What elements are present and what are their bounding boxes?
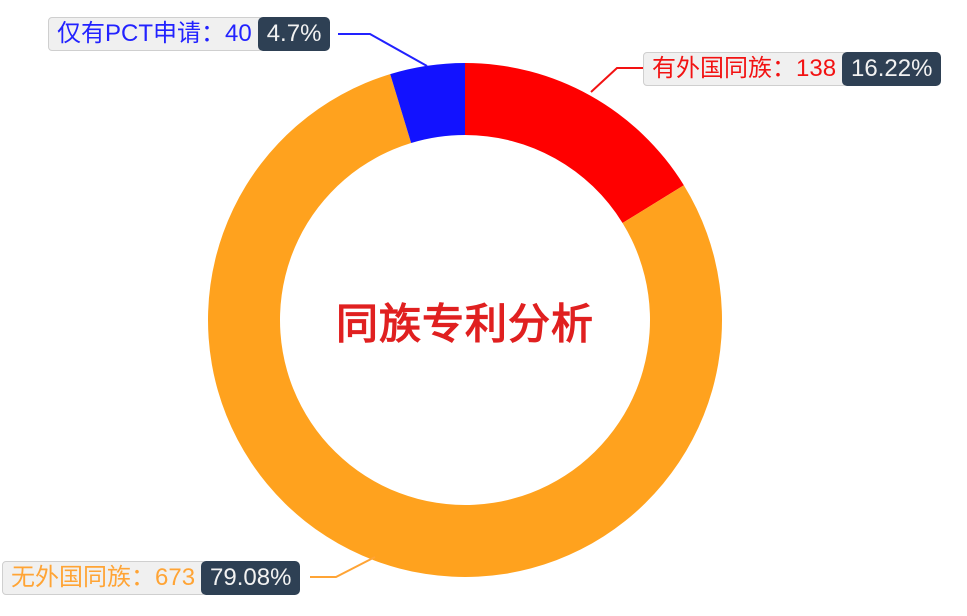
donut-segment-pct-only[interactable]	[390, 63, 465, 144]
callout-foreign-family-label: 有外国同族：138	[643, 52, 848, 86]
callout-no-foreign-family-label: 无外国同族：673	[2, 561, 207, 595]
callout-pct-only-percent-badge: 4.7%	[257, 17, 331, 51]
donut-segments	[208, 63, 723, 578]
callout-foreign-family: 有外国同族：138 16.22%	[643, 52, 942, 86]
callout-no-foreign-family: 无外国同族：673 79.08%	[2, 561, 301, 595]
callout-pct-only: 仅有PCT申请：40 4.7%	[48, 17, 331, 51]
callout-connector-pct-only	[338, 33, 428, 67]
callout-foreign-family-percent-badge: 16.22%	[842, 52, 942, 86]
chart-title: 同族专利分析	[335, 300, 595, 348]
callout-connector-foreign-family	[590, 67, 643, 93]
callout-no-foreign-family-percent-badge: 79.08%	[201, 561, 301, 595]
callout-connector-no-foreign-family	[310, 556, 376, 578]
donut-segment-foreign-family[interactable]	[465, 63, 684, 223]
callout-pct-only-label: 仅有PCT申请：40	[48, 17, 263, 51]
